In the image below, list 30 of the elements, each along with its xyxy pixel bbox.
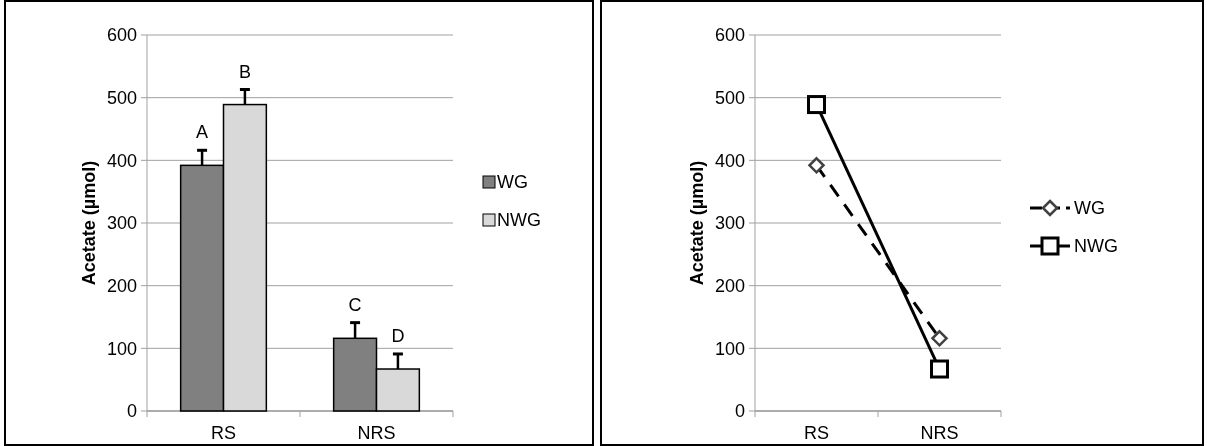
- y-tick-label: 500: [106, 87, 137, 108]
- point: [807, 95, 826, 115]
- annotation: A: [196, 122, 209, 143]
- point: [930, 359, 949, 379]
- legend-label: WG: [1074, 198, 1105, 219]
- annotation: C: [348, 294, 362, 315]
- y-tick-label: 500: [714, 87, 745, 108]
- x-tick-label: NRS: [920, 423, 959, 443]
- legend-label: NWG: [497, 210, 541, 231]
- annotation: B: [238, 61, 251, 82]
- legend-label: WG: [497, 172, 528, 193]
- y-axis-title: Acetate (µmol): [79, 160, 99, 286]
- y-tick-label: 600: [714, 25, 745, 46]
- annotation: D: [391, 325, 405, 346]
- legend-label: NWG: [1074, 236, 1118, 257]
- y-tick-label: 100: [714, 338, 745, 359]
- y-tick-label: 600: [106, 25, 137, 46]
- y-tick-label: 300: [106, 213, 137, 234]
- y-tick-label: 400: [106, 150, 137, 171]
- x-tick-label: RS: [210, 423, 237, 443]
- x-tick-label: RS: [803, 423, 830, 443]
- y-tick-label: 400: [714, 150, 745, 171]
- y-tick-label: 0: [126, 401, 137, 422]
- y-tick-label: 100: [106, 338, 137, 359]
- y-tick-label: 200: [106, 275, 137, 296]
- x-tick-label: NRS: [357, 423, 396, 443]
- y-tick-label: 0: [734, 401, 745, 422]
- y-tick-label: 300: [714, 213, 745, 234]
- y-axis-title: Acetate (µmol): [687, 160, 707, 286]
- y-tick-label: 200: [714, 275, 745, 296]
